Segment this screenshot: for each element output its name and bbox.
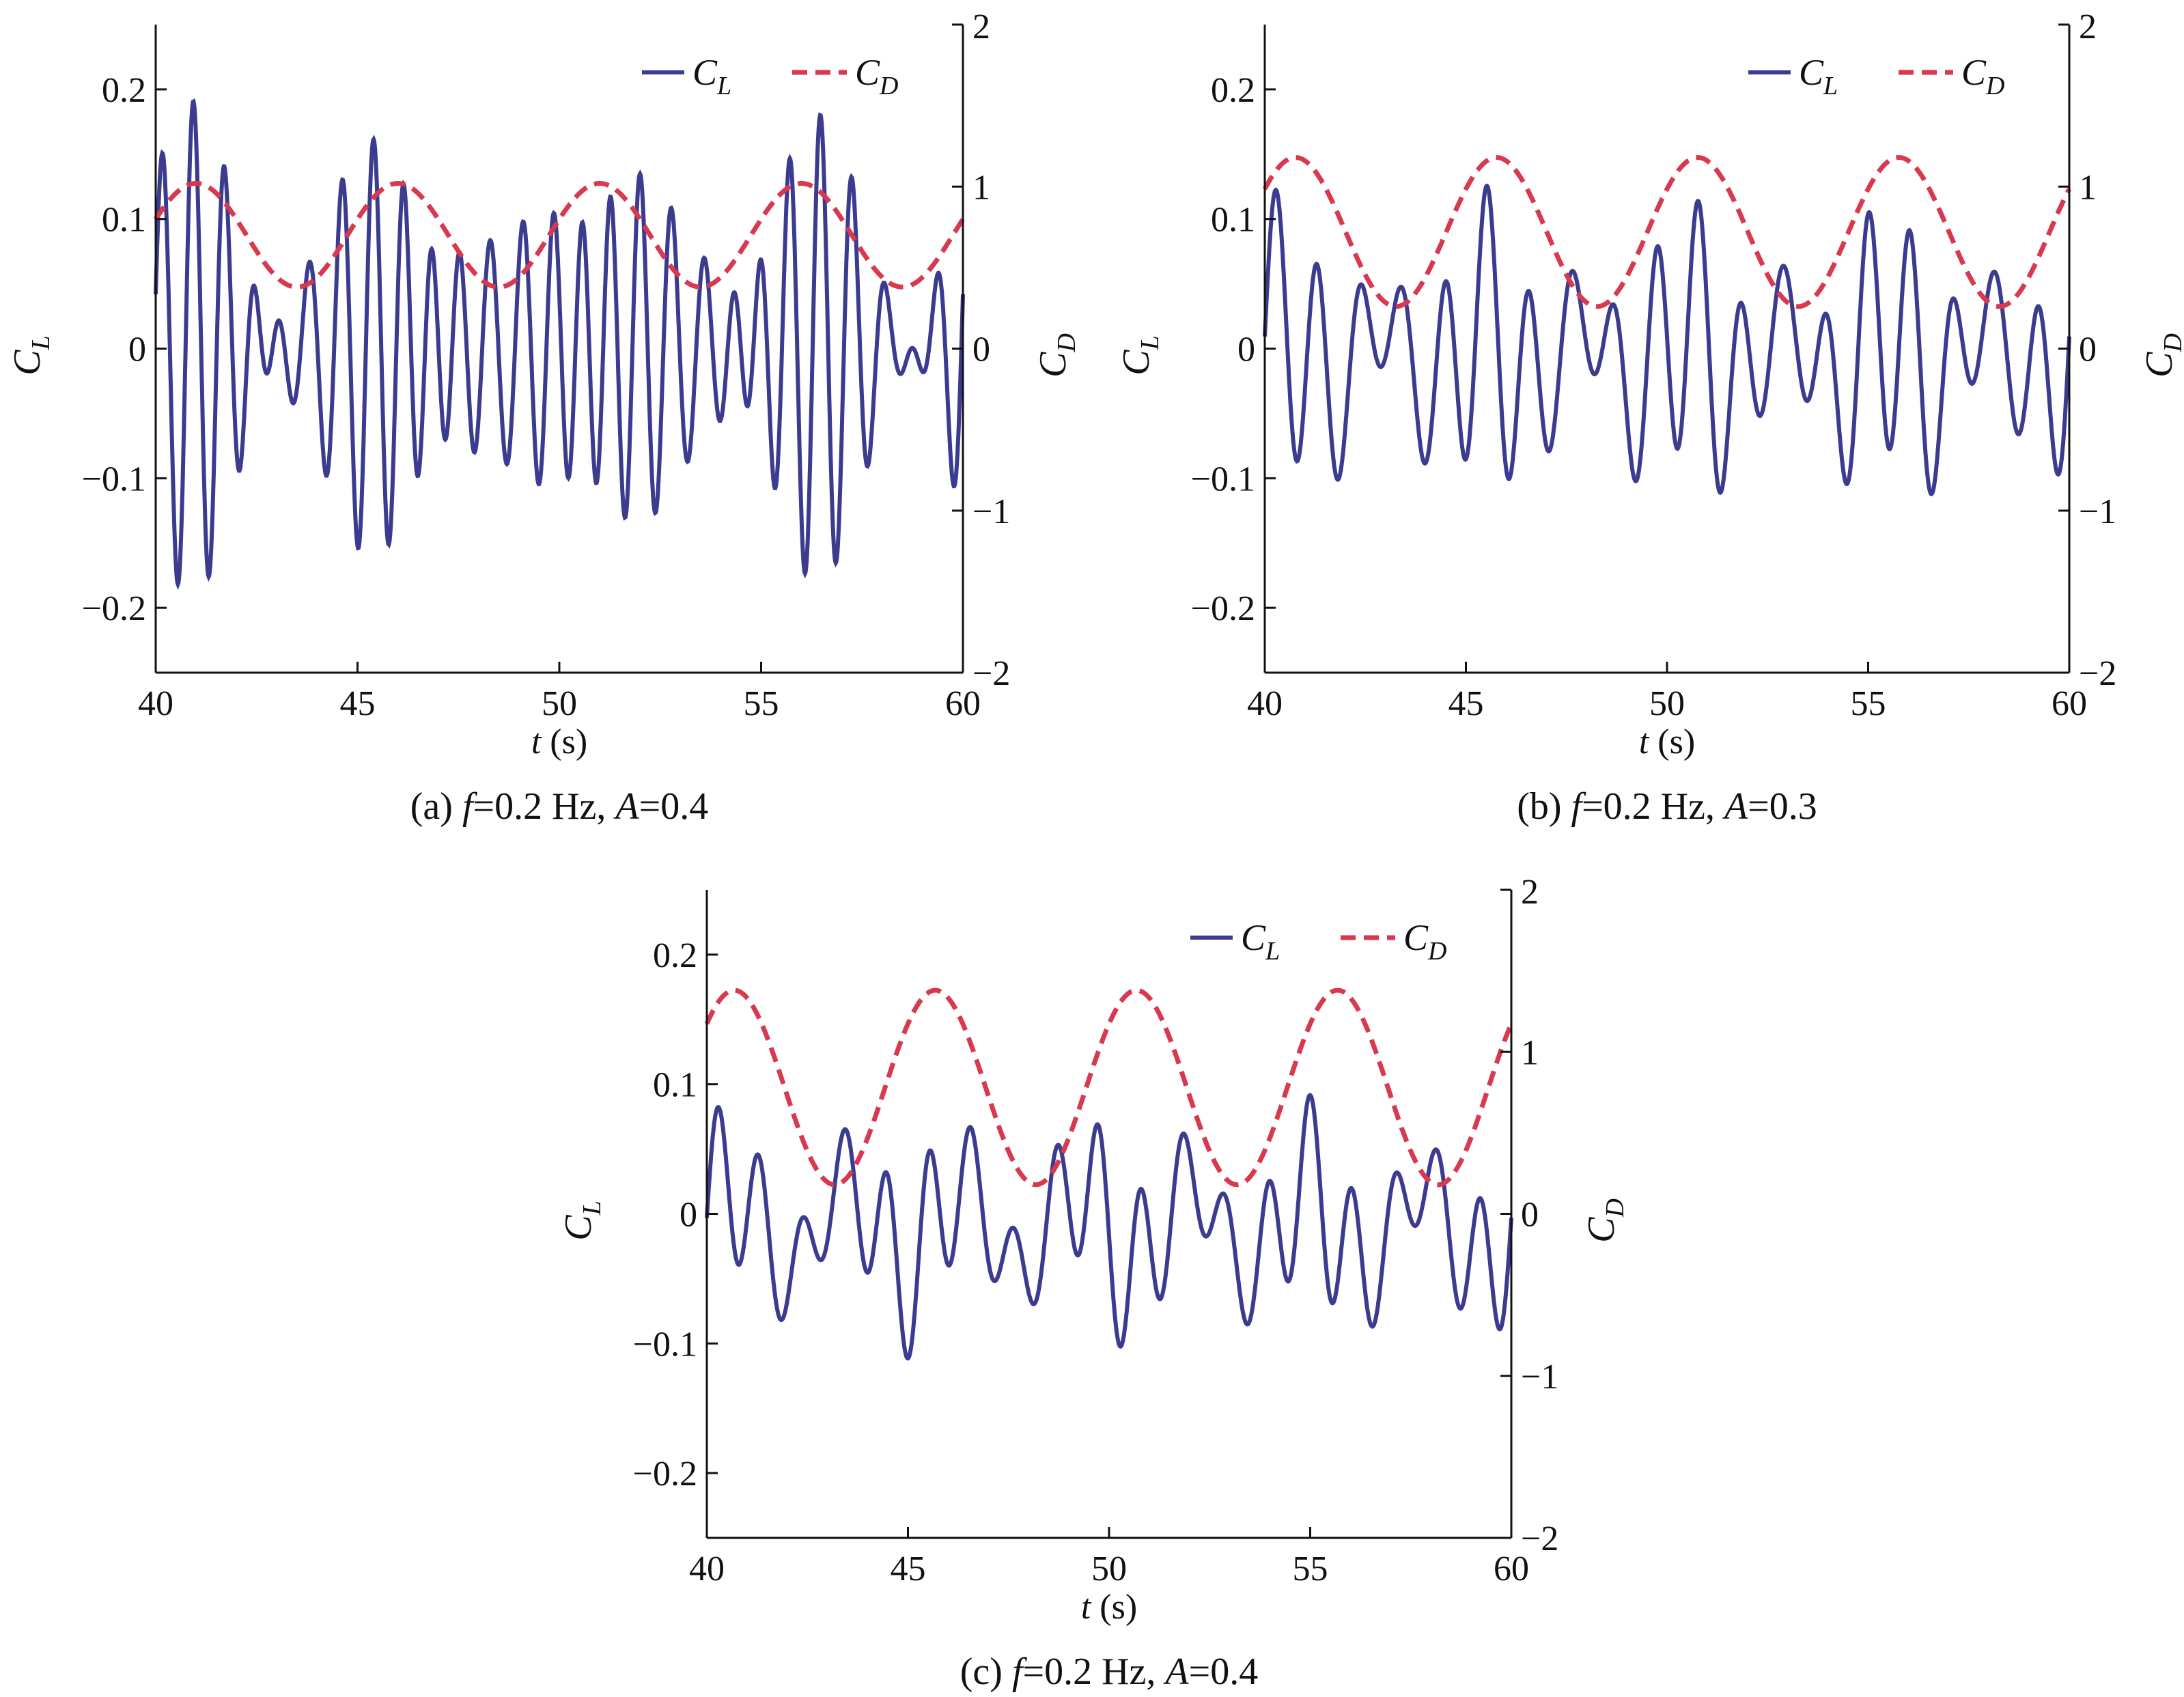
y-left-tick-label: −0.2 <box>633 1455 697 1493</box>
y-right-tick-label: −1 <box>1521 1358 1558 1397</box>
y-left-tick-label: 0 <box>680 1196 697 1235</box>
y-left-tick-label: 0.1 <box>653 1066 697 1105</box>
series-line-cl <box>154 98 965 590</box>
y-left-tick-label: −0.2 <box>82 589 146 628</box>
x-tick-label: 40 <box>138 684 173 723</box>
y-right-tick-label: 2 <box>2079 8 2097 46</box>
chart-panel-c: 40 45 50 55 60 −0.2 −0.1 0 0.1 0.2 −2 −1 0 1 2 t (s) CL C… <box>557 873 1629 1693</box>
legend-label-cl: CL <box>1799 52 1838 100</box>
y-right-tick-label: 1 <box>1521 1033 1539 1072</box>
x-tick-label: 50 <box>1091 1549 1127 1588</box>
y-left-tick-label: −0.1 <box>633 1325 697 1364</box>
series-line-cd <box>153 181 965 290</box>
x-tick-label: 45 <box>1448 684 1484 723</box>
legend-label-cl: CL <box>1241 917 1280 966</box>
y-right-tick-label: 1 <box>972 168 990 207</box>
chart-panel-b: 40 45 50 55 60 −0.2 −0.1 0 0.1 0.2 −2 −1 0 1 2 t (s) CL C… <box>1115 8 2184 828</box>
y-left-axis-label: CL <box>6 335 55 376</box>
y-left-axis-label: CL <box>557 1201 606 1241</box>
y-right-axis-label: CD <box>2138 333 2184 378</box>
x-tick-label: 50 <box>1649 684 1685 723</box>
y-right-tick-label: 2 <box>972 8 990 46</box>
x-tick-label: 55 <box>744 684 779 723</box>
y-right-axis-label: CD <box>1580 1198 1629 1243</box>
y-right-tick-label: 0 <box>2079 331 2097 369</box>
x-tick-label: 40 <box>1247 684 1283 723</box>
x-tick-label: 60 <box>2052 684 2087 723</box>
y-left-tick-label: −0.1 <box>1191 460 1255 499</box>
x-tick-label: 50 <box>542 684 577 723</box>
x-tick-label: 55 <box>1293 1549 1328 1588</box>
y-left-tick-label: 0 <box>1237 331 1255 369</box>
y-left-tick-label: 0 <box>128 331 146 369</box>
x-tick-label: 40 <box>689 1549 725 1588</box>
chart-panel-a: 40 45 50 55 60 −0.2 −0.1 0 0.1 0.2 −2 −1 0 1 2 t (s) CL C… <box>6 8 1081 828</box>
series-line-cl <box>705 1093 1513 1361</box>
legend-label-cd: CD <box>1961 52 2004 100</box>
x-tick-label: 45 <box>340 684 376 723</box>
y-right-tick-label: 2 <box>1521 873 1539 912</box>
y-left-axis-label: CL <box>1115 335 1164 376</box>
panel-caption: (a) f=0.2 Hz, A=0.4 <box>410 785 708 828</box>
y-right-tick-label: 1 <box>2079 168 2097 207</box>
series-line-cl <box>1263 183 2071 496</box>
y-left-tick-label: 0.1 <box>1211 201 1255 240</box>
x-tick-label: 55 <box>1851 684 1886 723</box>
y-right-axis-label: CD <box>1032 333 1081 378</box>
x-tick-label: 60 <box>945 684 981 723</box>
y-right-tick-label: −2 <box>972 654 1010 693</box>
x-tick-label: 60 <box>1494 1549 1529 1588</box>
y-right-tick-label: −2 <box>2079 654 2116 693</box>
legend-label-cd: CD <box>1403 917 1446 966</box>
y-right-tick-label: −2 <box>1521 1519 1558 1558</box>
x-axis-label: t (s) <box>1081 1588 1137 1627</box>
y-left-tick-label: 0.2 <box>102 71 146 110</box>
legend-label-cd: CD <box>855 52 898 100</box>
x-tick-label: 45 <box>891 1549 926 1588</box>
y-right-tick-label: 0 <box>972 331 990 369</box>
y-left-tick-label: −0.1 <box>82 460 146 499</box>
series-line-cd <box>704 987 1514 1188</box>
y-right-tick-label: −1 <box>2079 492 2116 531</box>
series-line-cd <box>1262 154 2072 309</box>
y-right-tick-label: −1 <box>972 492 1010 531</box>
panel-caption: (b) f=0.2 Hz, A=0.3 <box>1517 785 1817 828</box>
y-left-tick-label: 0.1 <box>102 201 146 240</box>
y-left-tick-label: 0.2 <box>653 936 697 975</box>
panel-caption: (c) f=0.2 Hz, A=0.4 <box>960 1651 1258 1693</box>
y-left-tick-label: −0.2 <box>1191 589 1255 628</box>
x-axis-label: t (s) <box>531 723 587 761</box>
y-left-tick-label: 0.2 <box>1211 71 1255 110</box>
y-right-tick-label: 0 <box>1521 1196 1539 1235</box>
legend-label-cl: CL <box>692 52 731 100</box>
x-axis-label: t (s) <box>1639 723 1695 761</box>
